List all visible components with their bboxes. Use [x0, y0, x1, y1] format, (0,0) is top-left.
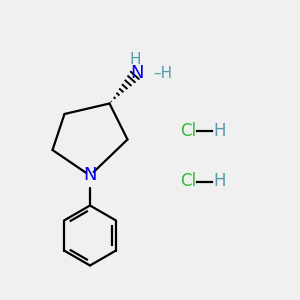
- Text: N: N: [83, 167, 97, 184]
- Text: N: N: [130, 64, 143, 82]
- Text: –H: –H: [153, 66, 172, 81]
- Text: Cl: Cl: [180, 122, 196, 140]
- Text: H: H: [213, 172, 226, 190]
- Text: H: H: [213, 122, 226, 140]
- Text: Cl: Cl: [180, 172, 196, 190]
- Text: H: H: [129, 52, 141, 68]
